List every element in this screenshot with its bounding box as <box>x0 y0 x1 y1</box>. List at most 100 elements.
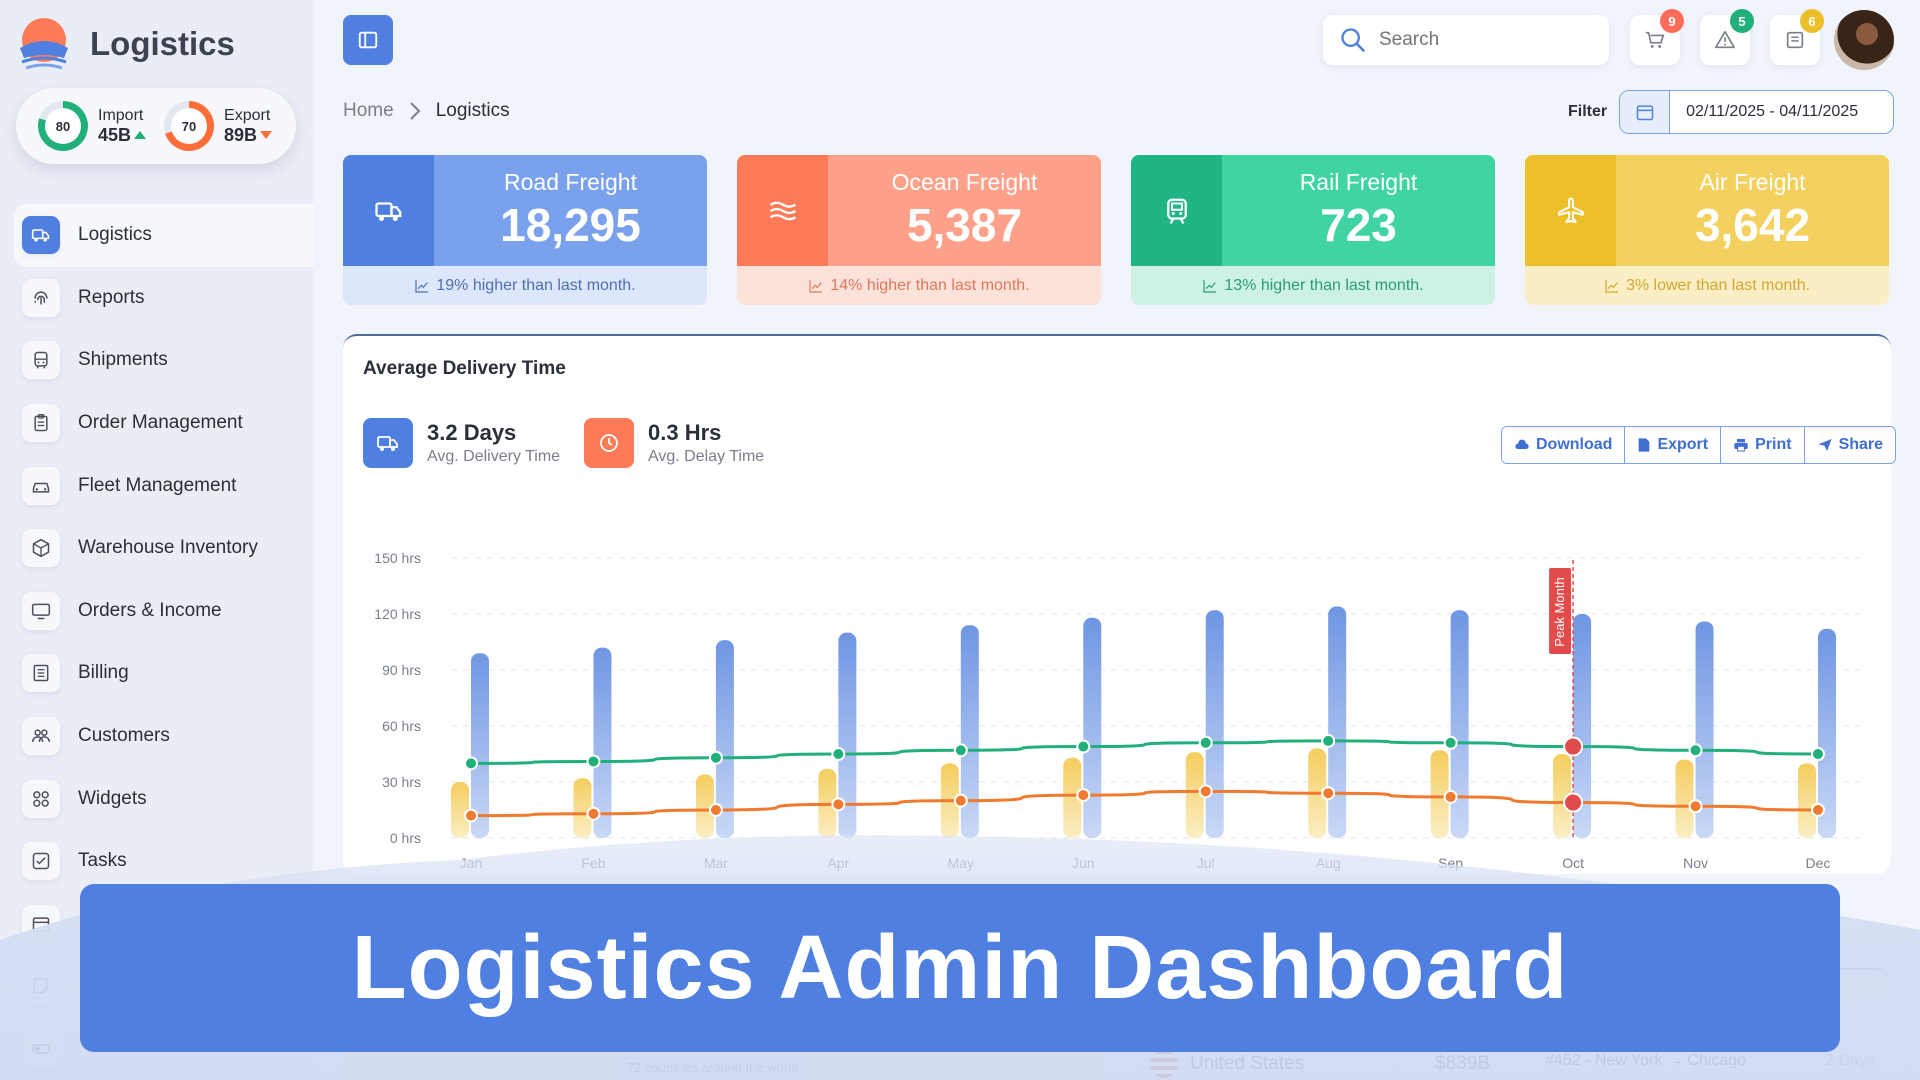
point-orange <box>1198 784 1213 799</box>
printer-icon <box>1734 439 1748 452</box>
receipt-icon <box>22 654 60 693</box>
ship-logo-icon <box>14 14 74 74</box>
x-tick-label: Sep <box>1438 855 1463 871</box>
kpi-delay: 0.3 Hrs Avg. Delay Time <box>584 418 764 468</box>
stat-card-ocean-freight[interactable]: Ocean Freight 5,387 14% higher than last… <box>737 155 1101 305</box>
bar-blue <box>593 647 612 838</box>
sidebar-item-fleet-management[interactable]: Fleet Management <box>14 454 313 517</box>
messages-badge: 6 <box>1800 9 1824 33</box>
filter-label: Filter <box>1568 103 1608 120</box>
bar-blue <box>838 632 857 838</box>
trend-icon <box>415 279 429 293</box>
notes-icon <box>22 967 60 1006</box>
bar-blue <box>1205 610 1224 838</box>
calendar-icon <box>22 904 60 943</box>
kpi-delay-label: Avg. Delay Time <box>648 448 765 465</box>
cloud-download-icon <box>1515 439 1529 449</box>
waves-icon <box>737 155 828 266</box>
point-green <box>464 756 478 771</box>
sidebar-item-label: Logistics <box>78 224 152 246</box>
search-box[interactable] <box>1323 15 1609 65</box>
point-orange <box>708 803 723 817</box>
sidebar-item-logistics[interactable]: Logistics <box>14 204 313 267</box>
x-tick-label: Feb <box>581 855 605 871</box>
stat-title: Ocean Freight <box>891 169 1038 195</box>
sidebar-item-label: Warehouse Inventory <box>78 537 258 559</box>
point-green <box>953 743 968 758</box>
search-input[interactable] <box>1379 29 1579 51</box>
stat-value: 5,387 <box>906 199 1023 251</box>
stat-title: Rail Freight <box>1299 169 1418 195</box>
bar-yellow <box>573 778 592 838</box>
shipment-route: #452 - New York → Chicago <box>1545 1052 1746 1069</box>
point-green <box>1688 743 1703 758</box>
app-logo[interactable]: Logistics <box>14 14 235 74</box>
box-icon <box>22 529 60 568</box>
cart-button[interactable]: 9 <box>1630 9 1684 65</box>
export-button[interactable]: Export <box>1625 427 1722 463</box>
checkbox-icon <box>22 842 60 881</box>
point-green <box>1443 735 1458 750</box>
point-green <box>708 750 723 765</box>
bar-yellow <box>1185 752 1204 838</box>
grid-icon <box>22 779 60 818</box>
y-tick-label: 120 hrs <box>374 606 421 622</box>
series-green-line <box>470 739 1819 765</box>
bar-blue <box>471 653 489 838</box>
breadcrumb: Home Logistics <box>343 100 510 122</box>
stat-value: 18,295 <box>500 199 641 251</box>
fingerprint-icon <box>22 278 60 317</box>
breadcrumb-home[interactable]: Home <box>343 100 394 121</box>
x-tick-label: Nov <box>1683 855 1708 871</box>
import-stat: 80 Import 45B <box>38 101 147 151</box>
alerts-button[interactable]: 5 <box>1700 9 1754 65</box>
stat-card-air-freight[interactable]: Air Freight 3,642 3% lower than last mon… <box>1525 155 1889 305</box>
peak-month-flag <box>1549 568 1572 654</box>
y-tick-label: 60 hrs <box>382 718 421 734</box>
date-range-picker[interactable]: 02/11/2025 - 04/11/2025 <box>1619 90 1895 134</box>
sidebar-item-warehouse-inventory[interactable]: Warehouse Inventory <box>14 517 313 580</box>
sidebar-item-shipments[interactable]: Shipments <box>14 329 313 392</box>
peak-month-label: Peak Month <box>1552 577 1567 646</box>
sidebar-item-billing[interactable]: Billing <box>14 642 313 705</box>
user-avatar[interactable] <box>1834 10 1894 70</box>
print-button[interactable]: Print <box>1721 427 1805 463</box>
sidebar-item-widgets[interactable]: Widgets <box>14 767 313 830</box>
bar-yellow <box>695 774 714 838</box>
users-icon <box>22 717 60 756</box>
sidebar-item-reports[interactable]: Reports <box>14 267 313 330</box>
point-green <box>1198 735 1213 750</box>
stat-card-road-freight[interactable]: Road Freight 18,295 19% higher than last… <box>343 155 707 305</box>
sidebar-item-customers[interactable]: Customers <box>14 705 313 768</box>
export-label: Export <box>1657 436 1709 453</box>
import-export-summary: 80 Import 45B 70 Export 89B <box>16 88 296 164</box>
sidebar-item-orders-income[interactable]: Orders & Income <box>14 580 313 643</box>
share-button[interactable]: Share <box>1804 427 1896 463</box>
stat-value: 723 <box>1320 199 1397 251</box>
point-orange <box>586 806 601 821</box>
sidebar-item-order-management[interactable]: Order Management <box>14 392 313 455</box>
clipboard-icon <box>22 404 60 443</box>
download-button[interactable]: Download <box>1502 427 1626 463</box>
sidebar-item-label: Order Management <box>78 412 243 434</box>
file-export-icon <box>1639 438 1650 452</box>
print-label: Print <box>1755 436 1792 453</box>
sidebar-toggle-button[interactable] <box>343 15 393 65</box>
messages-button[interactable]: 6 <box>1770 9 1824 65</box>
bus-icon <box>22 341 60 380</box>
export-ring: 70 <box>164 101 215 151</box>
train-icon <box>1131 155 1222 266</box>
point-orange <box>1811 803 1825 817</box>
banner-title: Logistics Admin Dashboard <box>351 917 1569 1018</box>
x-tick-label: Oct <box>1562 855 1584 871</box>
import-value: 45B <box>98 124 132 145</box>
x-tick-label: Jan <box>460 855 483 871</box>
stat-card-rail-freight[interactable]: Rail Freight 723 13% higher than last mo… <box>1131 155 1495 305</box>
logo-text: Logistics <box>90 25 235 62</box>
point-orange <box>1563 792 1584 813</box>
delivery-time-card: Average Delivery Time 3.2 Days Avg. Deli… <box>343 334 1897 874</box>
kpi-delay-value: 0.3 Hrs <box>648 420 722 445</box>
chart-title: Average Delivery Time <box>363 358 566 379</box>
sidebar-item-label: Widgets <box>78 787 147 809</box>
paper-plane-icon <box>1817 439 1832 451</box>
